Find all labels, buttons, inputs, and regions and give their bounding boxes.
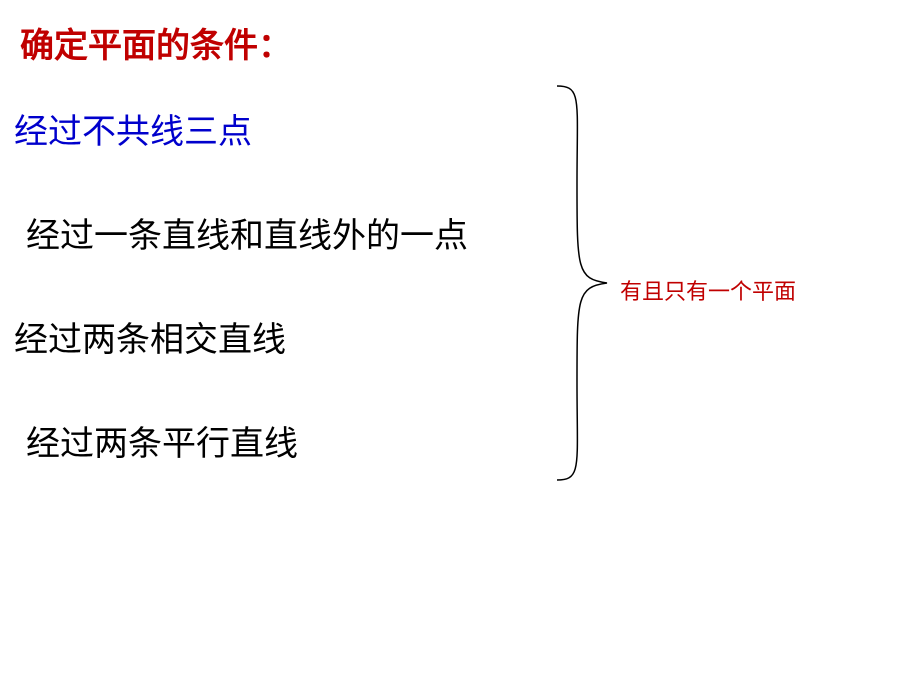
conclusion-text: 有且只有一个平面: [620, 274, 796, 306]
condition-item-1: 经过不共线三点: [14, 104, 252, 153]
condition-item-2: 经过一条直线和直线外的一点: [26, 208, 468, 257]
condition-item-4: 经过两条平行直线: [26, 416, 298, 465]
title-heading: 确定平面的条件：: [20, 18, 292, 67]
right-brace-icon: [552, 84, 612, 482]
condition-item-3: 经过两条相交直线: [14, 312, 286, 361]
